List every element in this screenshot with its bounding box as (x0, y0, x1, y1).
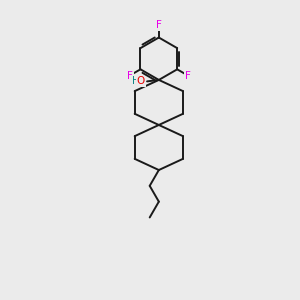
Text: F: F (127, 70, 133, 80)
Text: F: F (156, 20, 162, 30)
Text: F: F (185, 70, 191, 80)
Text: H: H (132, 76, 139, 86)
Text: O: O (136, 76, 145, 86)
